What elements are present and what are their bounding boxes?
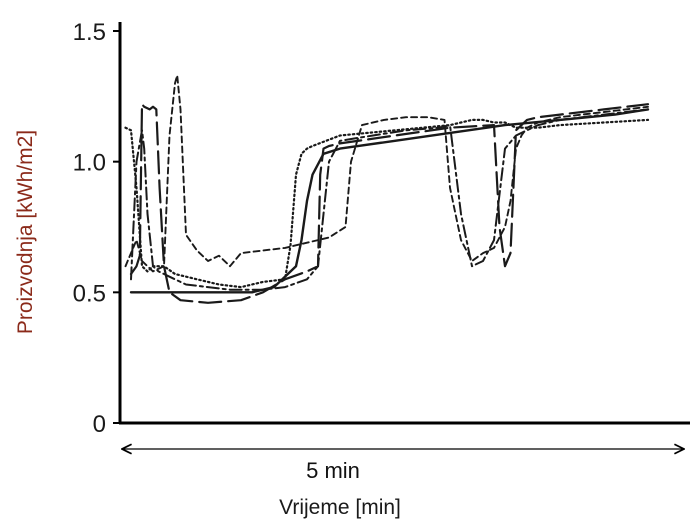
y-ticks: 0 0.5 1.0 1.5 <box>73 19 120 438</box>
y-tick-label: 1.0 <box>73 150 106 177</box>
y-tick-label: 0.5 <box>73 280 106 307</box>
series-line-dash-dot <box>130 108 649 291</box>
y-tick-label: 1.5 <box>73 19 106 46</box>
series-layer <box>124 74 650 304</box>
duration-label: 5 min <box>306 458 360 483</box>
series-line-dotted <box>124 118 650 289</box>
y-tick-label: 0 <box>93 411 106 438</box>
x-axis-title: Vrijeme [min] <box>279 496 401 519</box>
series-line-short-dash <box>124 74 649 273</box>
series-line-long-dash <box>129 103 650 304</box>
y-axis-title: Proizvodnja [kWh/m2] <box>14 130 37 334</box>
